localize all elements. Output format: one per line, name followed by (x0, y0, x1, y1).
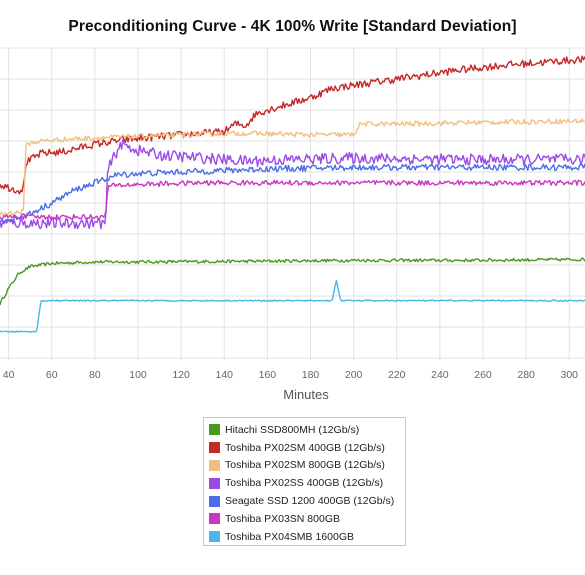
x-tick-label: 220 (388, 369, 406, 381)
legend-item: Seagate SSD 1200 400GB (12Gb/s) (209, 492, 405, 510)
legend-label: Toshiba PX02SM 800GB (12Gb/s) (225, 459, 385, 472)
grid-lines (0, 47, 585, 360)
legend: Hitachi SSD800MH (12Gb/s) Toshiba PX02SM … (203, 417, 406, 546)
x-tick-label: 200 (345, 369, 363, 381)
x-tick-label: 300 (560, 369, 578, 381)
legend-swatch (209, 459, 220, 471)
legend-swatch (209, 495, 220, 507)
x-tick-label: 240 (431, 369, 449, 381)
x-tick-label: 160 (259, 369, 277, 381)
x-tick-label: 180 (302, 369, 320, 381)
legend-item: Hitachi SSD800MH (12Gb/s) (209, 421, 405, 439)
x-tick-label: 140 (215, 369, 233, 381)
x-tick-labels: 40 60 80 100 120 140 160 180 200 220 240 260 280 300 (3, 369, 578, 381)
legend-item: Toshiba PX02SM 400GB (12Gb/s) (209, 439, 405, 457)
legend-label: Toshiba PX04SMB 1600GB (225, 530, 354, 543)
series-line-1 (0, 55, 585, 195)
legend-label: Seagate SSD 1200 400GB (12Gb/s) (225, 495, 395, 508)
legend-swatch (209, 531, 220, 543)
legend-swatch (209, 513, 220, 525)
legend-item: Toshiba PX02SS 400GB (12Gb/s) (209, 474, 405, 492)
legend-item: Toshiba PX03SN 800GB (209, 510, 405, 528)
legend-item: Toshiba PX04SMB 1600GB (209, 528, 405, 546)
x-tick-label: 60 (46, 369, 58, 381)
series-line-5 (0, 179, 585, 221)
x-tick-label: 260 (474, 369, 492, 381)
x-tick-label: 80 (89, 369, 101, 381)
legend-swatch (209, 477, 220, 489)
x-tick-label: 40 (3, 369, 15, 381)
x-tick-label: 100 (129, 369, 147, 381)
series-line-0 (0, 257, 585, 306)
legend-label: Toshiba PX03SN 800GB (225, 512, 340, 525)
x-tick-label: 280 (517, 369, 535, 381)
x-axis-label: Minutes (283, 387, 329, 402)
series-lines (0, 55, 585, 333)
legend-label: Toshiba PX02SS 400GB (12Gb/s) (225, 477, 384, 490)
series-line-4 (0, 163, 585, 223)
legend-item: Toshiba PX02SM 800GB (12Gb/s) (209, 457, 405, 475)
series-line-6 (0, 279, 585, 333)
plot-area: 40 60 80 100 120 140 160 180 200 220 240 260 280 300 (0, 47, 585, 381)
legend-swatch (209, 424, 220, 436)
series-line-2 (0, 118, 585, 216)
legend-label: Toshiba PX02SM 400GB (12Gb/s) (225, 441, 385, 454)
legend-label: Hitachi SSD800MH (12Gb/s) (225, 423, 360, 436)
legend-swatch (209, 442, 220, 454)
x-tick-label: 120 (172, 369, 190, 381)
chart-title: Preconditioning Curve - 4K 100% Write [S… (68, 18, 517, 35)
